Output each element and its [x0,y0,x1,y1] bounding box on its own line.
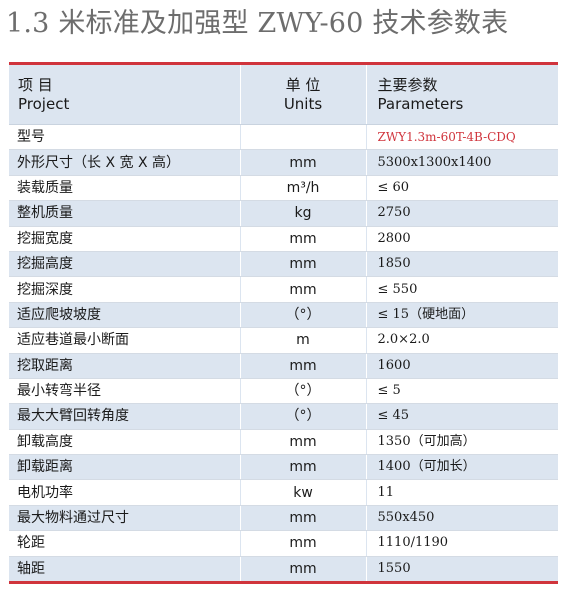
row-unit: mm [239,454,366,481]
row-unit: m³/h [239,175,366,202]
page-title: 1.3 米标准及加强型 ZWY-60 技术参数表 [6,8,509,39]
row-value: 5300x1300x1400 [365,149,558,176]
row-unit: （°） [239,403,366,430]
spec-table-body: 型号 ZWY1.3m-60T-4B-CDQ 外形尺寸（长 X 宽 X 高） mm 530… [9,124,558,584]
row-value: 2800 [365,226,558,252]
table-row: 适应爬坡坡度 （°） ≤ 15（硬地面） [9,302,558,329]
table-row: 挖掘高度 mm 1850 [9,251,558,278]
header-units-cn: 单 位 [285,75,321,94]
row-value: ≤ 15（硬地面） [365,302,558,329]
table-row: 卸载距离 mm 1400（可加长） [9,454,558,481]
row-item-label: 适应巷道最小断面 [9,327,240,354]
row-unit: m [239,327,366,354]
row-unit: mm [239,556,366,584]
table-row: 挖掘深度 mm ≤ 550 [9,276,558,303]
row-item-label: 型号 [9,124,240,151]
row-item-label: 装载质量 [9,175,240,202]
header-parameters-cn: 主要参数 [377,75,438,94]
table-row: 最小转弯半径 （°） ≤ 5 [9,378,558,405]
row-item-label: 电机功率 [9,479,240,506]
row-unit: mm [239,149,366,176]
row-value: ≤ 5 [365,378,558,405]
row-value: 1350（可加高） [365,429,558,456]
header-units: 单 位 Units [239,63,366,125]
row-item-label: 最大物料通过尺寸 [9,505,240,532]
row-item-label: 轴距 [9,556,240,584]
row-value: 550x450 [365,505,558,532]
header-project: 项 目 Project [9,63,240,125]
row-item-label: 卸载高度 [9,429,240,456]
table-row: 适应巷道最小断面 m 2.0×2.0 [9,327,558,354]
row-item-label: 外形尺寸（长 X 宽 X 高） [9,149,240,176]
row-value: 1550 [365,556,558,584]
row-item-label: 轮距 [9,530,240,557]
table-row: 电机功率 kw 11 [9,479,558,506]
row-item-label: 挖掘宽度 [9,226,240,252]
row-item-label: 挖掘深度 [9,276,240,303]
row-value: 2.0×2.0 [365,327,558,354]
table-row: 轮距 mm 1110/1190 [9,530,558,557]
model-number-value: ZWY1.3m-60T-4B-CDQ [365,124,558,151]
row-value: ≤ 45 [365,403,558,430]
header-parameters-en: Parameters [377,94,464,113]
row-unit: mm [239,276,366,303]
row-item-label: 挖取距离 [9,353,240,379]
spec-table: 项 目 Project 单 位 Units 主要参数 Parameters 型号… [9,62,558,585]
row-unit: mm [239,353,366,379]
row-value: 1600 [365,353,558,379]
table-row: 型号 ZWY1.3m-60T-4B-CDQ [9,124,558,151]
row-unit: （°） [239,302,366,329]
row-item-label: 整机质量 [9,200,240,227]
row-unit: （°） [239,378,366,405]
row-item-label: 挖掘高度 [9,251,240,278]
row-unit: mm [239,429,366,456]
row-unit: kg [239,200,366,227]
row-item-label: 最大大臂回转角度 [9,403,240,430]
row-unit: kw [239,479,366,506]
row-unit: mm [239,530,366,557]
table-header-row: 项 目 Project 单 位 Units 主要参数 Parameters [9,63,558,125]
table-row: 卸载高度 mm 1350（可加高） [9,429,558,456]
row-item-label: 卸载距离 [9,454,240,481]
row-unit: mm [239,251,366,278]
table-row: 最大物料通过尺寸 mm 550x450 [9,505,558,532]
row-value: ≤ 60 [365,175,558,202]
row-value: ≤ 550 [365,276,558,303]
table-row: 外形尺寸（长 X 宽 X 高） mm 5300x1300x1400 [9,149,558,176]
table-row: 最大大臂回转角度 （°） ≤ 45 [9,403,558,430]
header-project-en: Project [18,94,70,113]
row-value: 1400（可加长） [365,454,558,481]
row-value: 1850 [365,251,558,278]
table-row: 轴距 mm 1550 [9,556,558,584]
row-item-label: 适应爬坡坡度 [9,302,240,329]
row-item-label: 最小转弯半径 [9,378,240,405]
row-value: 2750 [365,200,558,227]
row-unit: mm [239,505,366,532]
row-unit [239,124,366,151]
table-row: 挖掘宽度 mm 2800 [9,226,558,252]
header-parameters: 主要参数 Parameters [365,63,558,125]
row-unit: mm [239,226,366,252]
header-units-en: Units [283,94,323,113]
table-row: 整机质量 kg 2750 [9,200,558,227]
table-row: 装载质量 m³/h ≤ 60 [9,175,558,202]
table-row: 挖取距离 mm 1600 [9,353,558,379]
header-project-cn: 项 目 [18,75,53,94]
row-value: 11 [365,479,558,506]
row-value: 1110/1190 [365,530,558,557]
